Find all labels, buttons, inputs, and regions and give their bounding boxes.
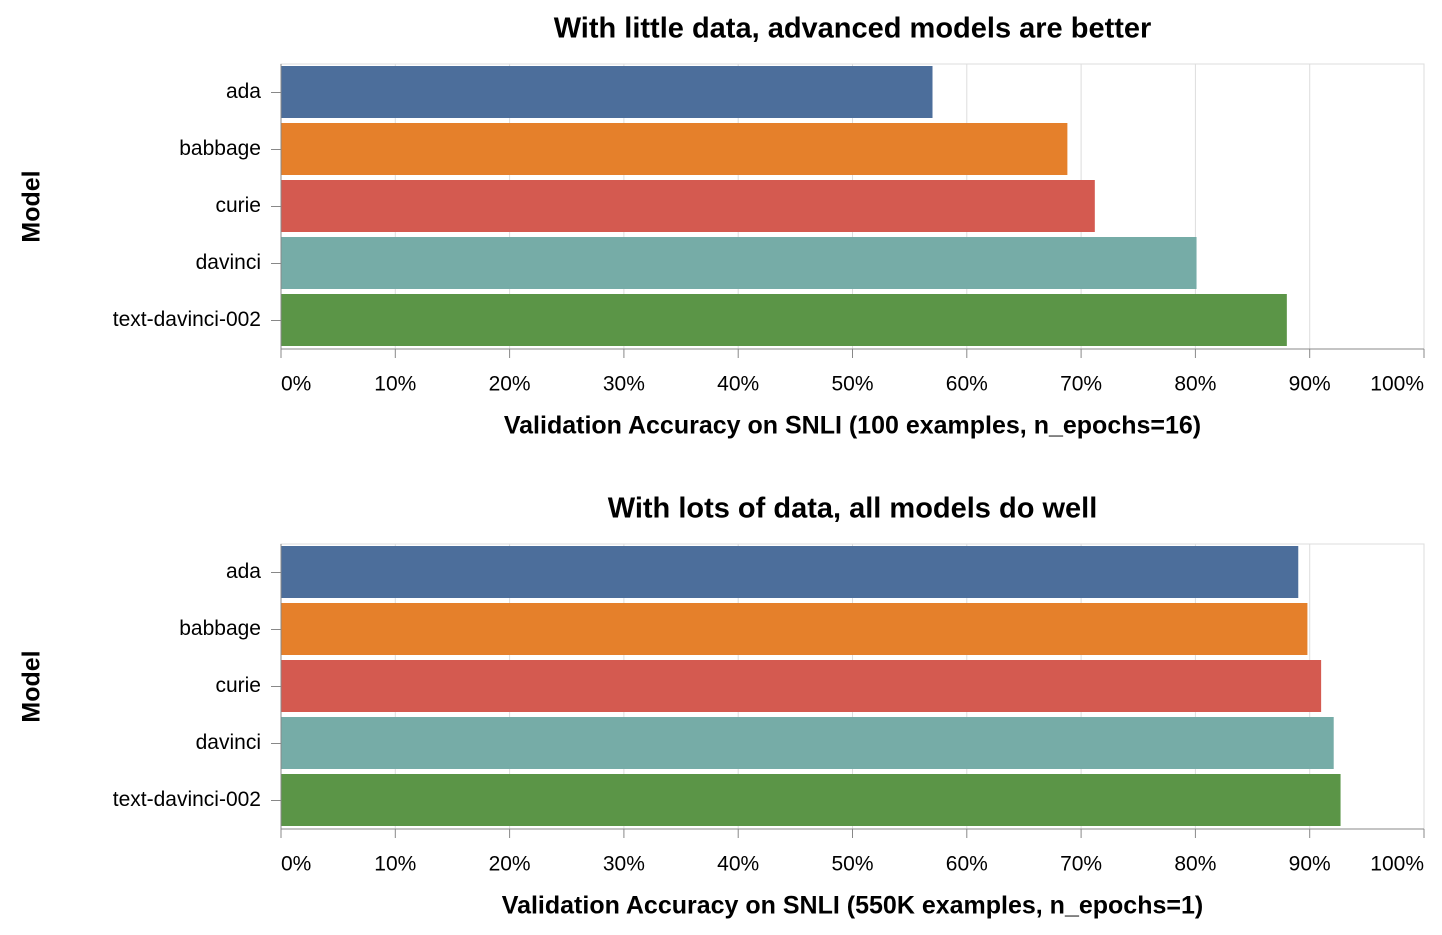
x-tick-label: 70%	[1060, 373, 1102, 396]
x-axis-title: Validation Accuracy on SNLI (100 example…	[504, 412, 1201, 440]
bar	[281, 717, 1334, 769]
x-tick-label: 50%	[831, 853, 873, 876]
y-tick-label: babbage	[179, 617, 261, 640]
y-tick-label: davinci	[196, 251, 261, 274]
bar	[281, 774, 1341, 826]
y-tick-label: ada	[226, 560, 261, 583]
x-tick-label: 60%	[946, 373, 988, 396]
bar	[281, 237, 1197, 289]
x-tick-label: 0%	[281, 853, 311, 876]
bar	[281, 660, 1322, 712]
y-tick-label: curie	[215, 194, 261, 217]
x-tick-label: 30%	[603, 853, 645, 876]
bar	[281, 294, 1287, 346]
x-tick-label: 40%	[717, 373, 759, 396]
bar	[281, 123, 1068, 175]
bar	[281, 66, 933, 118]
x-tick-label: 10%	[374, 853, 416, 876]
x-tick-label: 100%	[1370, 853, 1424, 876]
x-tick-label: 80%	[1174, 853, 1216, 876]
bar	[281, 546, 1299, 598]
y-tick-label: curie	[215, 674, 261, 697]
y-tick-label: text-davinci-002	[113, 788, 261, 811]
y-tick-label: ada	[226, 80, 261, 103]
x-tick-label: 60%	[946, 853, 988, 876]
x-tick-label: 50%	[831, 373, 873, 396]
chart-title: With lots of data, all models do well	[608, 493, 1098, 525]
x-tick-label: 20%	[489, 373, 531, 396]
x-tick-label: 40%	[717, 853, 759, 876]
x-tick-label: 0%	[281, 373, 311, 396]
bar	[281, 180, 1095, 232]
x-tick-label: 10%	[374, 373, 416, 396]
chart-title: With little data, advanced models are be…	[554, 13, 1152, 45]
y-tick-label: davinci	[196, 731, 261, 754]
y-axis-title: Model	[18, 650, 46, 722]
x-tick-label: 100%	[1370, 373, 1424, 396]
x-tick-label: 80%	[1174, 373, 1216, 396]
x-tick-label: 90%	[1289, 373, 1331, 396]
y-axis-title: Model	[18, 170, 46, 242]
x-tick-label: 20%	[489, 853, 531, 876]
x-tick-label: 90%	[1289, 853, 1331, 876]
y-tick-label: text-davinci-002	[113, 308, 261, 331]
x-tick-label: 70%	[1060, 853, 1102, 876]
bar	[281, 603, 1308, 655]
x-axis-title: Validation Accuracy on SNLI (550K exampl…	[502, 892, 1203, 920]
y-tick-label: babbage	[179, 137, 261, 160]
x-tick-label: 30%	[603, 373, 645, 396]
